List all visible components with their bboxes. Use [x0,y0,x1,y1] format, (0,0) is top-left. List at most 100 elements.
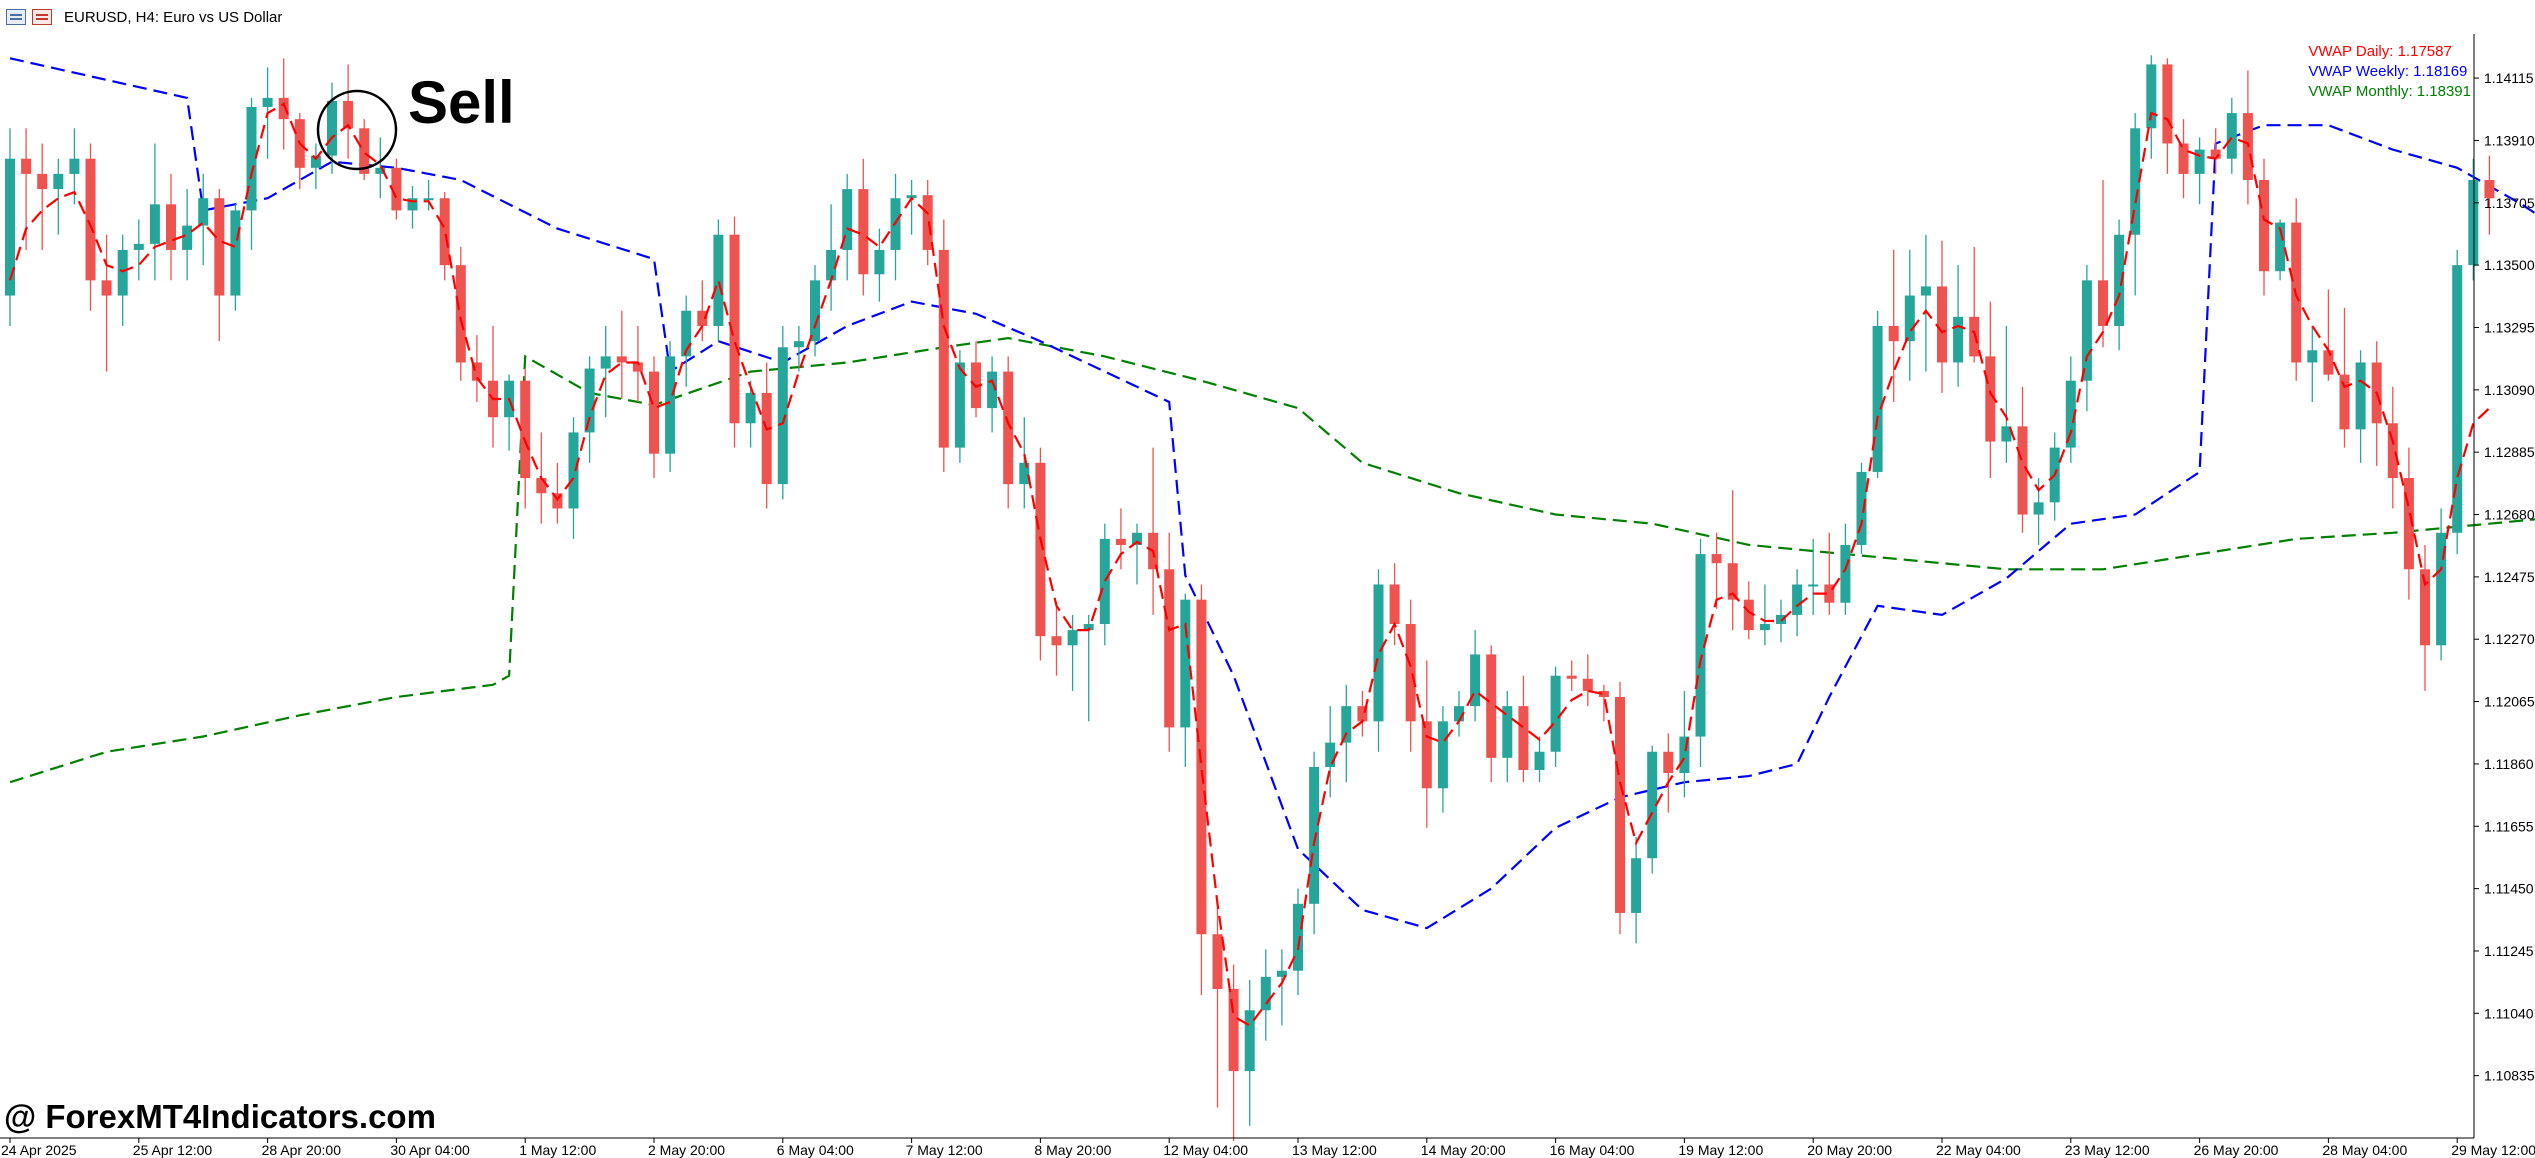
candle-body [278,97,289,120]
candle-body [697,310,708,326]
candle-body [5,158,15,296]
candle-body [1727,563,1738,600]
candle-body [1647,751,1658,859]
candle-body [1180,599,1191,728]
vwap-monthly-line [9,336,2535,784]
vwap-weekly-path [9,57,2535,930]
price-tick-label: 1.11860 [2484,756,2534,772]
candle-body [1115,538,1126,545]
price-tick-label: 1.13295 [2484,319,2535,335]
candle-body [1083,624,1094,631]
candle-body [327,100,337,156]
candle-body [246,106,257,211]
candle-body [810,280,820,342]
candle-body [1969,316,1980,357]
candle-body [198,198,209,226]
time-tick-label: 22 May 04:00 [1936,1142,2021,1158]
price-tick-label: 1.13500 [2484,257,2535,273]
candle-body [1904,295,1915,342]
price-tick-label: 1.12475 [2484,569,2535,585]
candle-body [214,198,225,296]
vwap-monthly-path [9,336,2535,784]
candle-body [1679,736,1690,774]
candle-body [2307,350,2318,363]
candle-body [37,173,48,190]
time-tick-label: 28 Apr 20:00 [262,1142,342,1158]
time-axis-ticks: 24 Apr 2025 25 Apr 12:00 28 Apr 20:00 30 Ap… [1,1138,2535,1158]
time-tick-label: 16 May 04:00 [1550,1142,1635,1158]
price-tick-label: 1.12270 [2484,631,2535,647]
time-tick-label: 30 Apr 04:00 [390,1142,470,1158]
candle-body [117,249,128,296]
time-tick-label: 12 May 04:00 [1163,1142,1248,1158]
price-tick-label: 1.11245 [2484,943,2534,959]
candle-body [2194,149,2205,174]
candle-body [1099,538,1110,625]
chart-axes: 1.14115 1.13910 1.13705 1.13500 1.13295 1.130… [0,34,2535,1158]
candle-body [1808,584,1819,587]
chart-window-icon[interactable] [6,9,26,25]
candle-body [1325,742,1336,767]
candle-body [1357,706,1368,722]
candle-body [1937,286,1947,363]
candle-body [1663,751,1674,774]
chart-window-title-bar[interactable]: EURUSD, H4: Euro vs US Dollar [0,0,282,34]
candle-body [1067,630,1078,646]
price-tick-label: 1.11040 [2484,1005,2534,1021]
candle-body [407,198,418,211]
time-tick-label: 2 May 20:00 [648,1142,725,1158]
candle-body [2403,478,2414,570]
candle-body [21,158,32,174]
candle-body [1373,584,1384,722]
candle-body [1051,636,1062,646]
price-tick-label: 1.12885 [2484,444,2535,460]
candle-body [359,128,370,174]
candle-body [2065,380,2076,448]
chart-grid-icon[interactable] [32,9,52,25]
candle-body [681,310,692,357]
candle-body [761,392,772,485]
candle-body [842,189,853,250]
candle-body [262,97,273,107]
candle-body [1421,721,1432,789]
candle-body [1164,569,1175,728]
candle-body [793,341,804,348]
candle-body [1743,599,1754,631]
candle-body [1615,697,1625,913]
candle-body [69,158,80,174]
candle-body [1502,706,1513,758]
time-tick-label: 24 Apr 2025 [1,1142,77,1158]
candle-body [2436,532,2447,646]
time-tick-label: 28 May 04:00 [2322,1142,2407,1158]
candle-body [2355,362,2366,430]
candle-body [1196,599,1207,935]
price-tick-label: 1.13705 [2484,195,2535,211]
candle-body [568,432,579,509]
time-tick-label: 29 May 12:00 [2451,1142,2535,1158]
candle-body [729,234,740,424]
candle-body [1631,858,1642,913]
candle-body [938,249,949,448]
candle-body [536,478,547,494]
candle-body [616,356,627,363]
candle-body [1019,462,1030,485]
candle-body [649,371,659,454]
candle-body [1840,544,1851,603]
candle-body [2484,179,2495,199]
candle-body [1598,690,1609,698]
candle-body [2162,64,2173,144]
sell-signal-label: Sell [408,69,515,136]
candle-body [2387,423,2398,479]
candle-body [1437,721,1448,789]
candle-body [1454,706,1464,722]
legend-vwap-daily: VWAP Daily: 1.17587 [2308,43,2452,60]
time-tick-label: 23 May 12:00 [2065,1142,2150,1158]
candle-body [826,249,837,281]
vwap-weekly-line [9,57,2535,930]
candle-body [2259,179,2269,272]
candle-body [745,392,756,424]
time-tick-label: 14 May 20:00 [1421,1142,1506,1158]
legend-vwap-weekly: VWAP Weekly: 1.18169 [2308,63,2468,80]
time-tick-label: 26 May 20:00 [2194,1142,2279,1158]
